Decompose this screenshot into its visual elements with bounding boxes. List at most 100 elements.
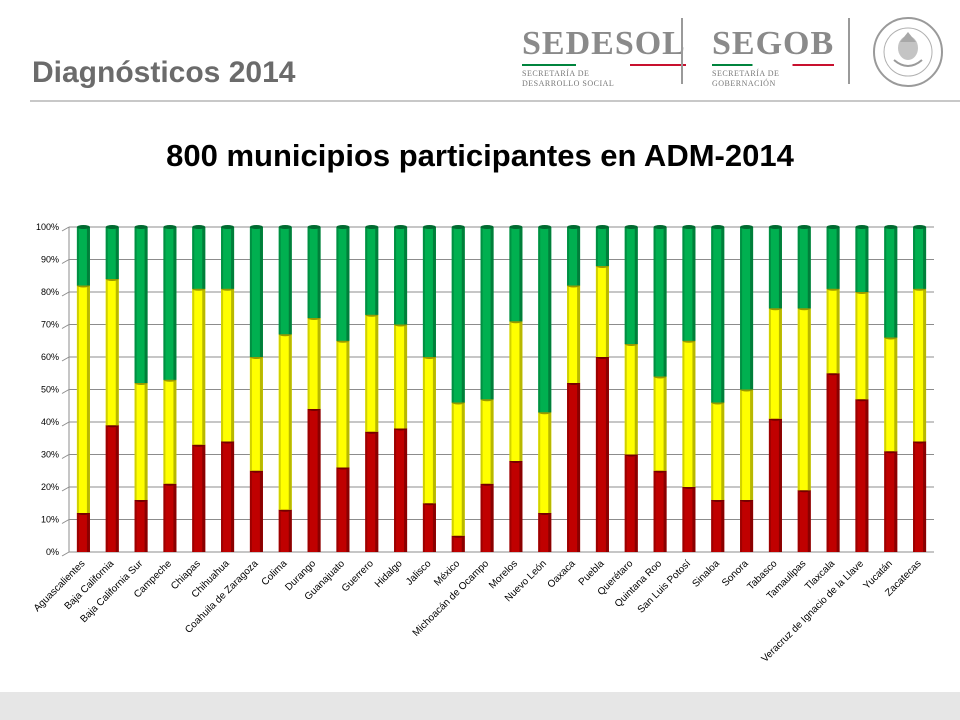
page-title: Diagnósticos 2014 [32, 56, 296, 89]
sedesol-logo-name: SEDESOL [522, 25, 686, 62]
bar-segment-face [278, 509, 292, 552]
bar-segment-shade [865, 227, 869, 292]
bar-segment-face [221, 227, 235, 289]
bar-segment-edge [740, 389, 743, 500]
bar-segment-face [538, 513, 552, 552]
bar-segment-face [307, 227, 321, 318]
bar-segment-edge [538, 227, 541, 413]
bar-segment-shade [807, 308, 811, 491]
bar-segment-face [307, 318, 321, 409]
bar-segment-yellow [278, 332, 292, 510]
bar-segment-edge [336, 227, 339, 341]
bar-segment-edge [595, 266, 598, 357]
bar-segment-shade [86, 513, 90, 552]
bar-segment-edge [105, 279, 108, 426]
segob-logo-sub1: SECRETARÍA DE [712, 69, 780, 78]
bar-segment-shade [721, 500, 725, 552]
gridline-depth [61, 551, 70, 557]
bar-segment-edge [509, 321, 512, 461]
bar-segment-face [422, 357, 436, 504]
bar-segment-shade [346, 227, 350, 341]
bar-segment-face [740, 389, 754, 500]
bar-segment-yellow [913, 286, 927, 442]
bar-segment-yellow [509, 319, 523, 461]
bar-segment-yellow [768, 306, 782, 419]
bar-segment-shade [807, 227, 811, 309]
bar-segment-shade [605, 357, 609, 552]
x-tick-label: Hidalgo [373, 558, 405, 590]
bar-segment-edge [105, 227, 108, 279]
bar-segment-red [480, 481, 494, 552]
bar-segment-cap [509, 225, 523, 229]
bar-segment-face [307, 409, 321, 552]
bar-segment-shade [778, 308, 782, 419]
bar-segment-shade [346, 340, 350, 468]
bar-segment-shade [519, 227, 523, 322]
bar-segment-edge [163, 227, 166, 380]
bar-segment-shade [202, 227, 206, 289]
x-tick-label: Sinaloa [691, 558, 723, 590]
bar-segment-shade [404, 227, 408, 325]
bar-segment-green [76, 225, 90, 286]
bar-segment-cap [365, 225, 379, 229]
bar-segment-shade [288, 509, 292, 552]
bar-segment-face [192, 227, 206, 289]
bar-segment-edge [509, 227, 512, 322]
bar-segment-edge [538, 513, 541, 552]
bar-segment-red [826, 371, 840, 552]
bar-segment-shade [144, 383, 148, 500]
bar-segment-face [624, 344, 638, 455]
bar-segment-red [336, 465, 350, 552]
bar-segment-edge [826, 373, 829, 552]
y-axis: 0% 10% 20% 30% 40% 50% 60% 70% 80% 90% 100% [36, 222, 59, 557]
bar-segment-face [624, 454, 638, 552]
bar-segment-green [163, 225, 177, 380]
bar-segment-cap [826, 225, 840, 229]
bar-segment-shade [461, 402, 465, 536]
bar-segment-cap [336, 225, 350, 229]
bar-segment-shade [115, 227, 119, 279]
x-tick-label: Jalisco [404, 558, 434, 588]
bar-segment-red [163, 481, 177, 552]
bar-segment-edge [682, 340, 685, 487]
bar-segment-red [595, 355, 609, 552]
segob-logo-sub2: GOBERNACIÓN [712, 79, 776, 88]
bar-segment-shade [259, 227, 263, 357]
bar-segment-shade [202, 288, 206, 445]
bar-segment-face [797, 227, 811, 309]
bar-segment-red [192, 442, 206, 552]
bar-segment-edge [797, 227, 800, 309]
bar-segment-cap [163, 225, 177, 229]
y-tick-label: 70% [41, 320, 59, 330]
bar-segment-cap [797, 225, 811, 229]
bar-segment-red [278, 507, 292, 552]
bar-segment-edge [105, 425, 108, 552]
bar-segment-yellow [682, 338, 696, 487]
bar-segment-shade [663, 227, 667, 377]
bar-segment-red [653, 468, 667, 552]
bar-segment-yellow [365, 312, 379, 432]
bar-segment-cap [394, 225, 408, 229]
bar-segment-face [682, 340, 696, 487]
bar-segment-face [249, 227, 263, 357]
bar-segment-edge [567, 383, 570, 552]
bar-segment-cap [913, 225, 927, 229]
y-tick-label: 40% [41, 417, 59, 427]
bar-segment-face [711, 500, 725, 552]
bar-segment-shade [721, 227, 725, 403]
bar-segment-shade [231, 288, 235, 442]
gridline-depth [61, 226, 70, 232]
y-tick-label: 20% [41, 482, 59, 492]
bar-segment-cap [480, 225, 494, 229]
gridline-depth [61, 389, 70, 394]
bar-segment-edge [797, 490, 800, 552]
bar-segment-face [768, 227, 782, 309]
bar-segment-face [336, 227, 350, 341]
bar-segment-edge [221, 288, 224, 442]
x-tick-label: Aguascalientes [32, 558, 88, 614]
bar-segment-edge [336, 340, 339, 468]
bar-segment-green [278, 225, 292, 335]
bar-segment-green [826, 225, 840, 289]
bar-segment-shade [750, 500, 754, 552]
bar-segment-shade [432, 503, 436, 552]
